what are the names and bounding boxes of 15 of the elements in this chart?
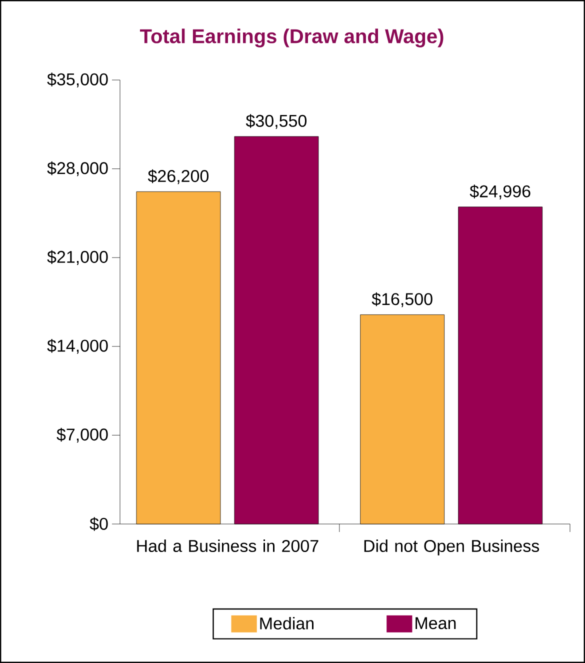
data-label: $24,996 [470,184,530,200]
y-tick-label: $0 [90,517,108,531]
y-tick-label: $35,000 [47,72,108,88]
x-tick-label: Had a Business in 2007 [137,540,318,552]
legend-label: Median [260,616,314,630]
y-tick-label: $28,000 [47,161,108,176]
legend-label: Mean [416,617,456,630]
data-label: $16,500 [372,292,432,308]
y-tick-label: $21,000 [47,250,108,265]
y-tick-label: $7,000 [56,428,108,443]
data-label: $30,550 [246,114,307,129]
chart-title: Total Earnings (Draw and Wage) [140,28,444,48]
x-tick-label: Did not Open Business [364,540,540,556]
data-label: $26,200 [148,169,209,184]
y-tick-label: $14,000 [47,339,108,354]
